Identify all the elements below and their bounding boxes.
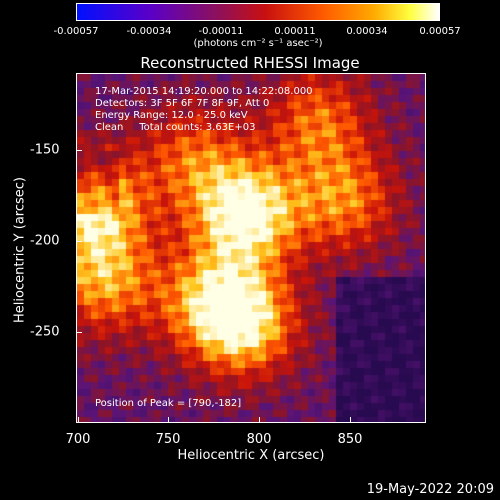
timestamp: 19-May-2022 20:09 — [366, 482, 494, 497]
plot-title: Reconstructed RHESSI Image — [140, 54, 360, 72]
y-tick-mark — [76, 150, 82, 151]
info-time-range: 17-Mar-2015 14:19:20.000 to 14:22:08.000 — [95, 86, 313, 97]
colorbar-tick: 0.00011 — [274, 26, 316, 37]
y-tick-mark — [76, 241, 82, 242]
colorbar — [76, 3, 440, 21]
x-tick-label: 750 — [155, 432, 181, 447]
colorbar-tick: -0.00011 — [198, 26, 244, 37]
info-energy-range: Energy Range: 12.0 - 25.0 keV — [95, 110, 248, 121]
colorbar-tick: 0.00034 — [346, 26, 388, 37]
y-tick-label: -150 — [30, 142, 60, 158]
x-tick-mark — [259, 417, 260, 423]
info-clean-counts: Clean Total counts: 3.63E+03 — [95, 122, 256, 133]
x-tick-mark — [168, 417, 169, 423]
colorbar-tick: -0.00057 — [53, 26, 99, 37]
info-detectors: Detectors: 3F 5F 6F 7F 8F 9F, Att 0 — [95, 98, 270, 109]
y-tick-mark — [76, 332, 82, 333]
colorbar-units: (photons cm⁻² s⁻¹ asec⁻²) — [193, 38, 323, 49]
x-axis-label: Heliocentric X (arcsec) — [177, 448, 325, 463]
peak-position: Position of Peak = [790,-182] — [95, 398, 242, 409]
x-tick-label: 850 — [337, 432, 363, 447]
y-tick-label: -250 — [30, 324, 60, 340]
image-plot: 17-Mar-2015 14:19:20.000 to 14:22:08.000… — [76, 73, 426, 423]
colorbar-tick: 0.00057 — [419, 26, 461, 37]
x-tick-mark — [350, 417, 351, 423]
heatmap-image — [77, 74, 425, 422]
x-tick-label: 800 — [246, 432, 272, 447]
y-axis-label: Heliocentric Y (arcsec) — [12, 177, 28, 323]
y-tick-label: -200 — [30, 233, 60, 249]
x-tick-label: 700 — [65, 432, 91, 447]
x-tick-mark — [78, 417, 79, 423]
colorbar-tick: -0.00034 — [126, 26, 172, 37]
